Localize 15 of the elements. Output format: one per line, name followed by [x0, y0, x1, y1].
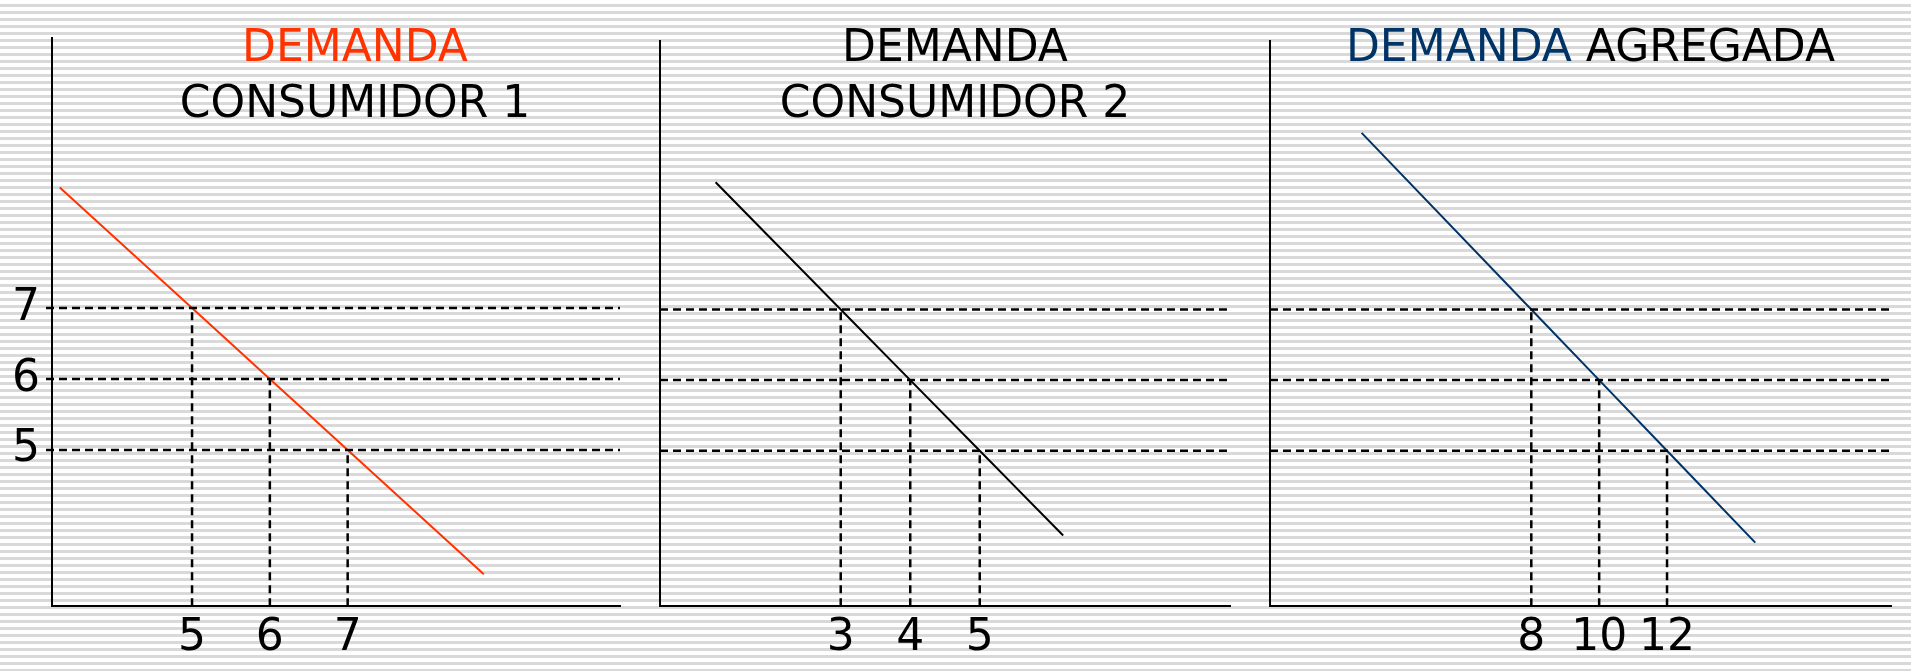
x-tick-label: 8: [1517, 609, 1546, 661]
x-tick-label: 10: [1571, 609, 1628, 661]
chart-title: DEMANDA AGREGADA: [1345, 20, 1836, 71]
x-tick-label: 12: [1639, 609, 1696, 661]
x-tick-label: 5: [178, 609, 207, 661]
x-tick-label: 3: [826, 609, 855, 661]
x-tick-label: 6: [255, 609, 284, 661]
x-tick-label: 5: [965, 609, 994, 661]
chart-title: DEMANDA CONSUMIDOR 2: [779, 20, 1131, 127]
chart-title: DEMANDA CONSUMIDOR 1: [179, 20, 531, 127]
y-tick-label: 7: [11, 278, 40, 330]
x-tick-label: 4: [896, 609, 925, 661]
x-tick-label: 7: [333, 609, 362, 661]
y-tick-label: 6: [11, 349, 40, 401]
y-tick-label: 5: [11, 420, 40, 472]
